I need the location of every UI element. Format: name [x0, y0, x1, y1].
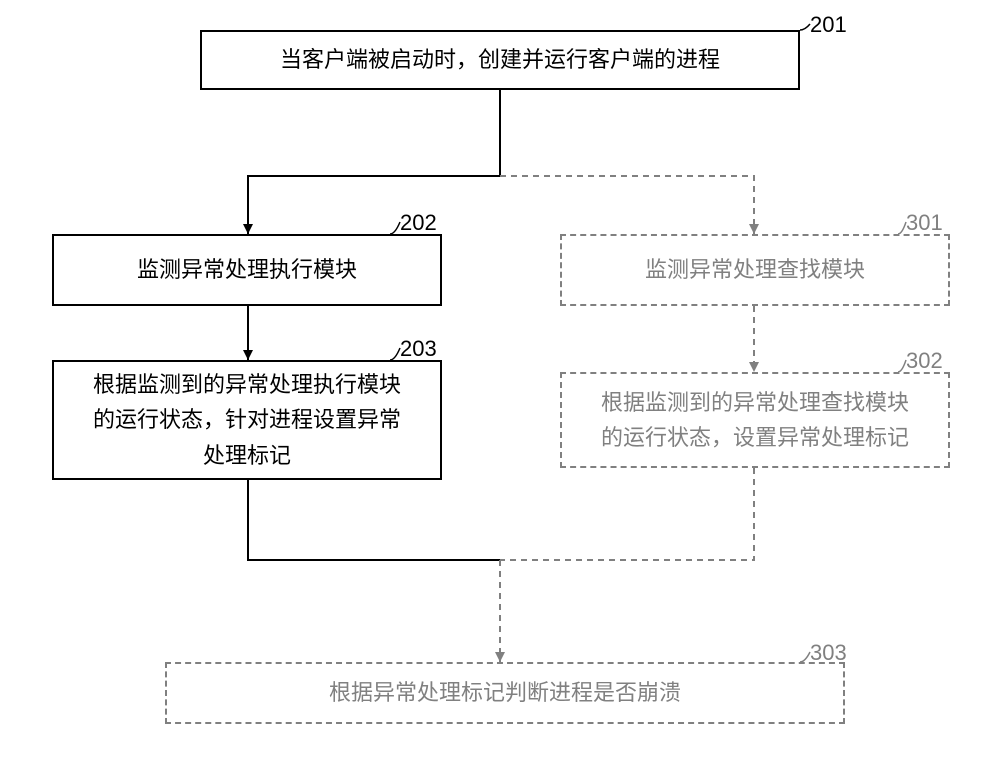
node-202: 监测异常处理执行模块 [52, 234, 442, 306]
node-302-text: 根据监测到的异常处理查找模块 的运行状态，设置异常处理标记 [601, 385, 909, 455]
node-202-text: 监测异常处理执行模块 [137, 252, 357, 287]
node-203: 根据监测到的异常处理执行模块 的运行状态，针对进程设置异常 处理标记 [52, 360, 442, 480]
node-201: 当客户端被启动时，创建并运行客户端的进程 [200, 30, 800, 90]
label-202: 202 [400, 210, 437, 236]
label-302: 302 [906, 348, 943, 374]
node-303-text: 根据异常处理标记判断进程是否崩溃 [329, 675, 681, 710]
node-301: 监测异常处理查找模块 [560, 234, 950, 306]
node-303: 根据异常处理标记判断进程是否崩溃 [165, 662, 845, 724]
label-301: 301 [906, 210, 943, 236]
node-201-text: 当客户端被启动时，创建并运行客户端的进程 [280, 42, 720, 77]
node-203-text: 根据监测到的异常处理执行模块 的运行状态，针对进程设置异常 处理标记 [93, 367, 401, 473]
node-301-text: 监测异常处理查找模块 [645, 252, 865, 287]
node-302: 根据监测到的异常处理查找模块 的运行状态，设置异常处理标记 [560, 372, 950, 468]
label-303: 303 [810, 640, 847, 666]
label-201: 201 [810, 12, 847, 38]
label-203: 203 [400, 336, 437, 362]
